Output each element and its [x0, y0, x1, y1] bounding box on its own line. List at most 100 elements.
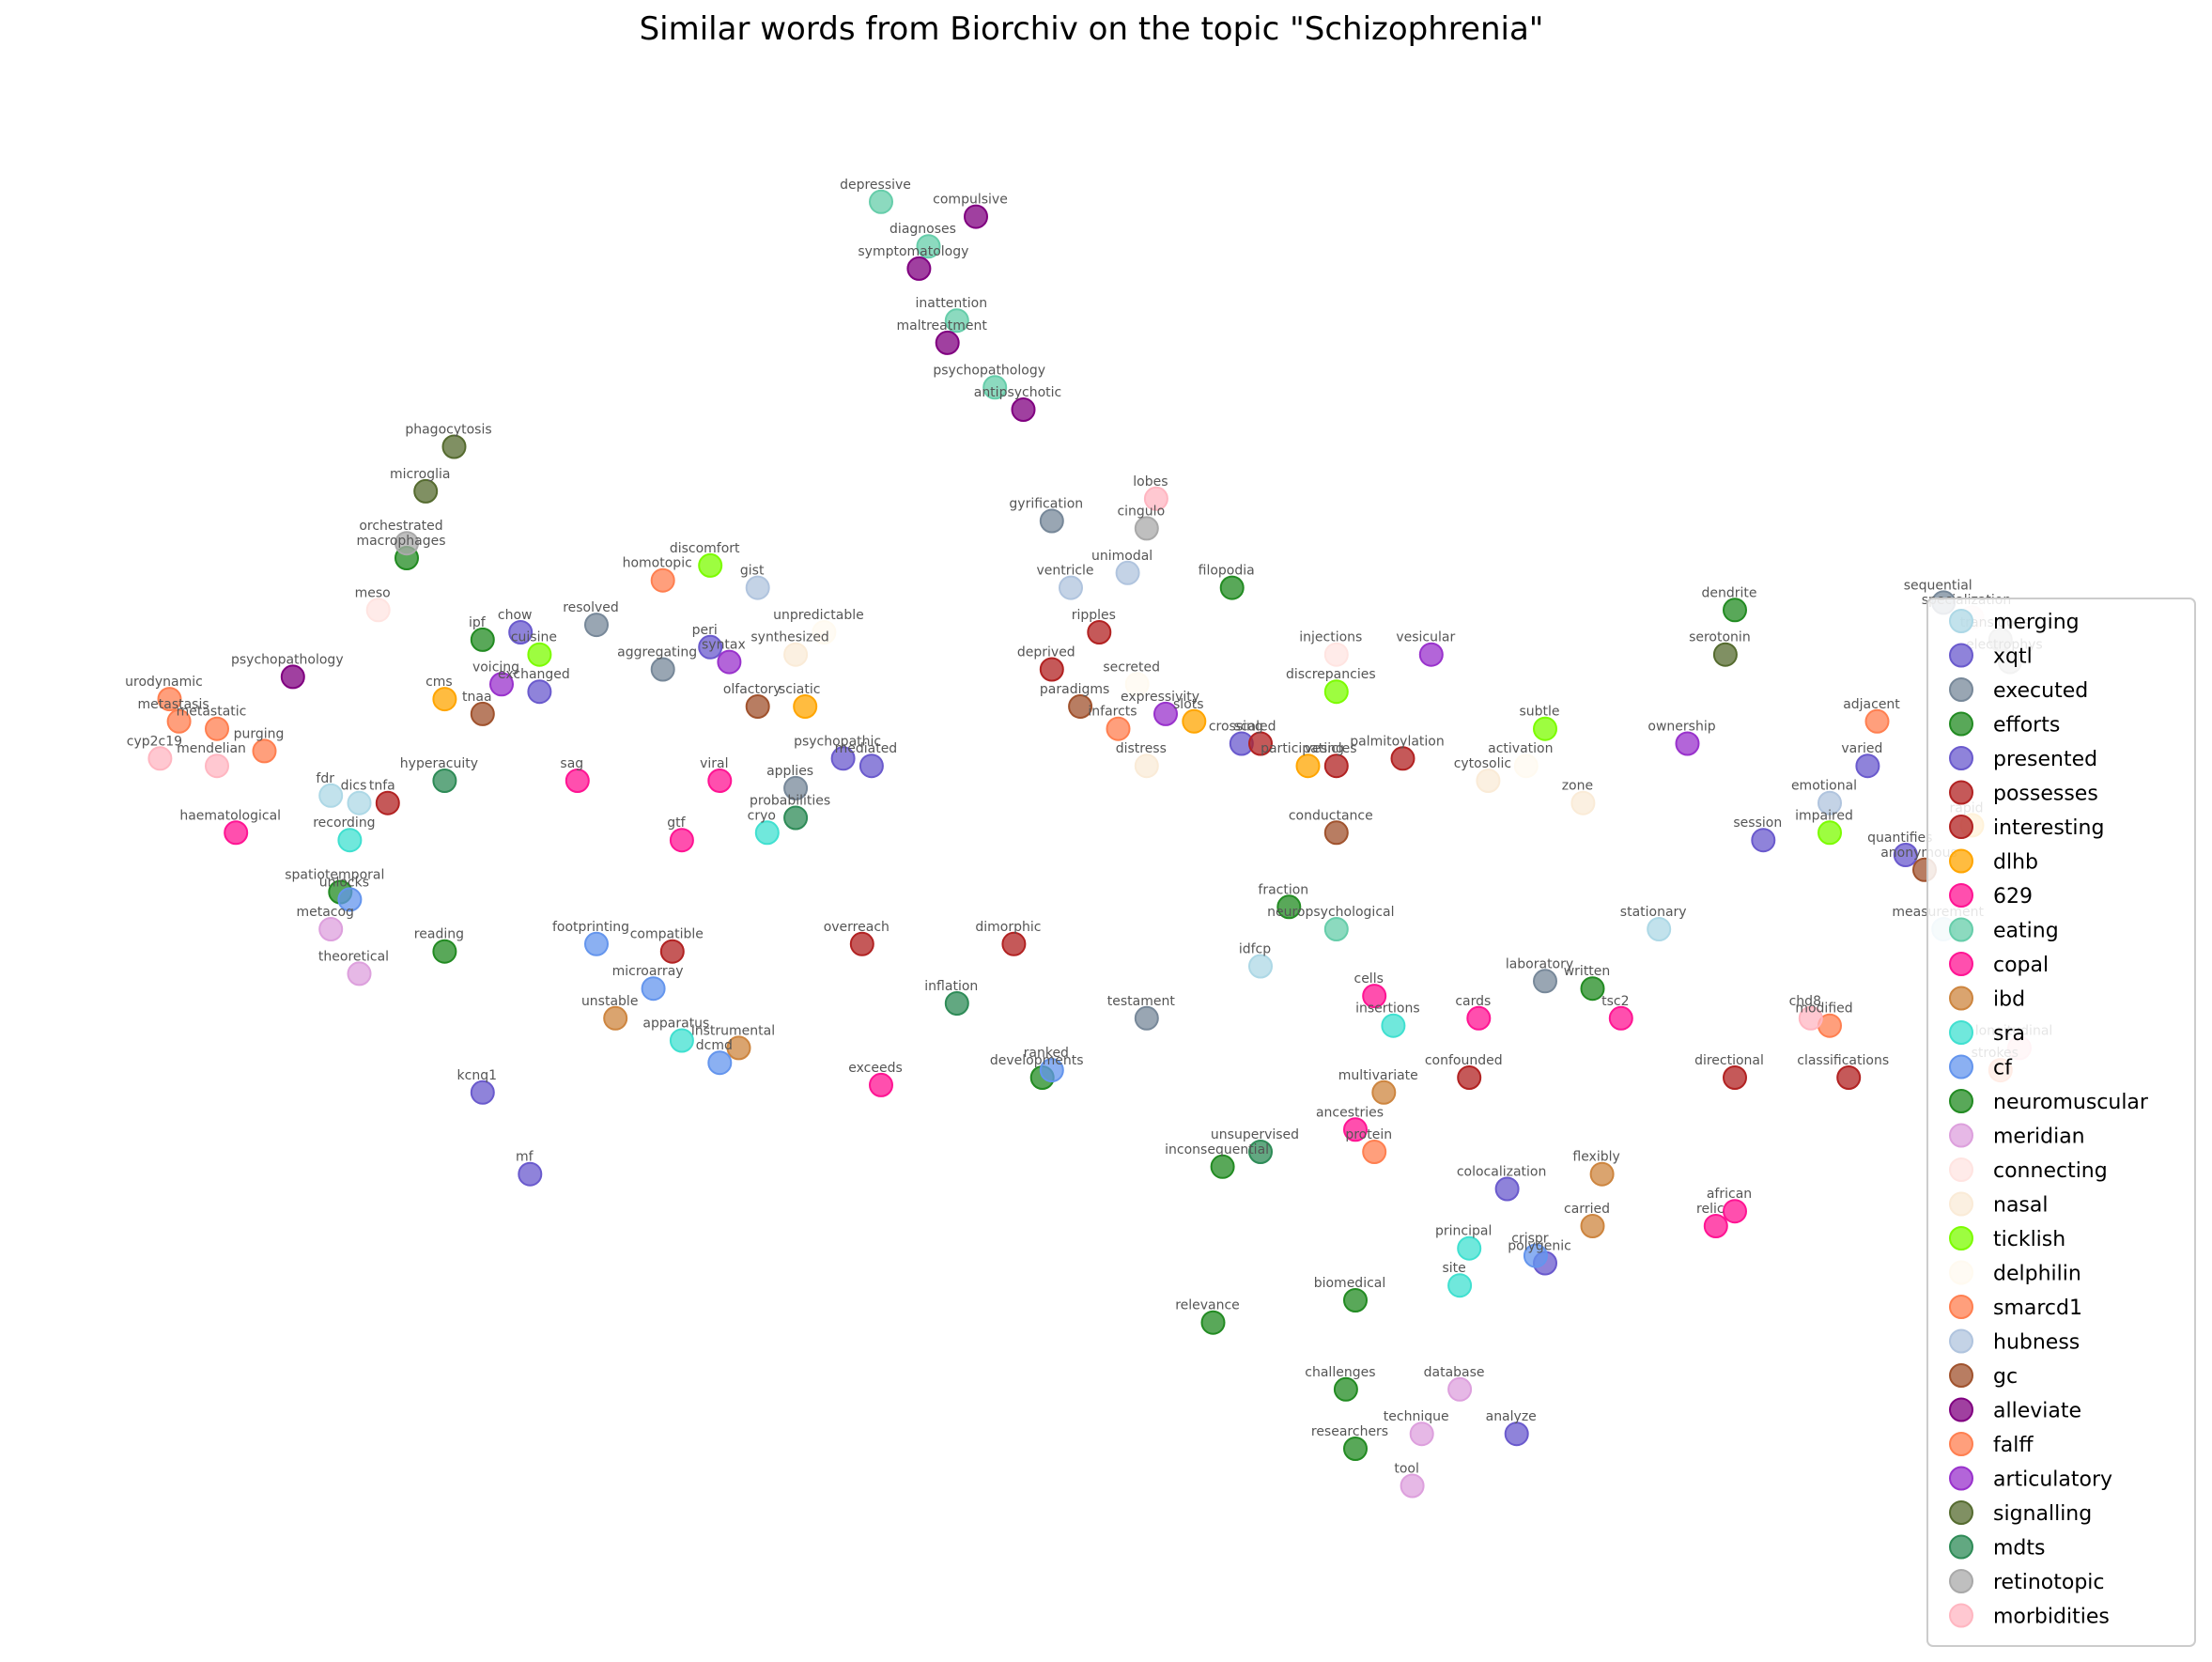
point-label: tnaa [462, 690, 492, 705]
data-point-alleviate [280, 664, 305, 690]
point-label: database [1424, 1365, 1485, 1380]
data-point-interesting [1001, 931, 1027, 956]
point-label: inflation [924, 979, 978, 994]
point-label: resolved [563, 600, 619, 615]
data-point-ticklish [698, 552, 723, 578]
legend-marker-meridian [1949, 1123, 1973, 1148]
legend-label-hubness: hubness [1993, 1331, 2080, 1355]
legend-label-delphilin: delphilin [1993, 1263, 2081, 1286]
point-label: chd8 [1789, 994, 1821, 1009]
legend-marker-629 [1949, 883, 1973, 908]
data-point-sra [1381, 1013, 1406, 1038]
point-label: activation [1488, 741, 1553, 756]
legend-label-ticklish: ticklish [1993, 1228, 2065, 1251]
point-label: metastasis [138, 697, 209, 712]
data-point-executed [1039, 508, 1064, 534]
legend-label-executed: executed [1993, 679, 2088, 703]
data-point-falff [205, 716, 229, 741]
legend-label-smarcd1: smarcd1 [1993, 1297, 2082, 1320]
point-label: relevance [1175, 1298, 1240, 1313]
point-label: confounded [1425, 1053, 1503, 1068]
data-point-cf [584, 931, 609, 956]
point-label: slots [1173, 697, 1204, 712]
data-point-neuromuscular [1343, 1437, 1368, 1461]
data-point-smarcd1 [650, 567, 675, 593]
point-label: paradigms [1040, 682, 1109, 697]
data-point-efforts [1219, 575, 1245, 600]
point-label: palmitoylation [1350, 734, 1445, 749]
data-point-xqtl [859, 753, 884, 779]
data-point-efforts [1210, 1154, 1235, 1179]
data-point-629 [869, 1072, 893, 1097]
chart-title: Similar words from Biorchiv on the topic… [640, 10, 1544, 48]
point-label: adjacent [1843, 697, 1900, 712]
point-label: kcnq1 [457, 1068, 497, 1083]
labels-layer: fdrdicsstationaryidfcpmeasurementchowpsy… [125, 178, 2052, 1477]
legend-marker-retinotopic [1949, 1569, 1973, 1593]
legend-marker-alleviate [1949, 1397, 1973, 1422]
data-point-copal [707, 769, 733, 793]
legend-label-gc: gc [1993, 1365, 2018, 1389]
point-label: carried [1564, 1202, 1610, 1217]
legend-marker-ibd [1949, 986, 1973, 1011]
data-point-alleviate [1011, 397, 1036, 422]
point-label: metastatic [177, 705, 247, 720]
point-label: meso [355, 585, 391, 600]
point-label: stationary [1620, 905, 1687, 920]
data-point-executed [1134, 1005, 1159, 1031]
data-point-executed [584, 613, 609, 638]
point-label: peri [692, 623, 718, 638]
legend-marker-efforts [1949, 711, 1973, 737]
point-label: site [1442, 1261, 1465, 1276]
data-point-nasal [783, 642, 809, 667]
point-label: discrepancies [1286, 667, 1376, 682]
data-point-falff [157, 687, 182, 712]
legend-marker-copal [1949, 952, 1973, 976]
data-point-connecting [365, 598, 391, 623]
point-label: antipsychotic [974, 385, 1062, 400]
point-label: fraction [1258, 882, 1308, 897]
point-label: relic [1696, 1202, 1725, 1217]
point-label: neuropsychological [1267, 905, 1394, 920]
data-point-hubness [1818, 790, 1842, 815]
legend-label-meridian: meridian [1993, 1126, 2085, 1149]
data-point-copal [1703, 1214, 1728, 1238]
data-point-retinotopic [394, 531, 419, 556]
data-point-morbidities [1798, 1005, 1823, 1031]
point-label: cingulo [1117, 504, 1165, 519]
legend-label-cf: cf [1993, 1057, 2013, 1080]
point-label: ripples [1072, 608, 1116, 623]
data-point-nasal [1476, 769, 1501, 793]
point-label: cyp2c19 [127, 734, 182, 749]
point-label: discomfort [670, 541, 740, 556]
data-point-ibd [726, 1035, 751, 1061]
legend-marker-possesses [1949, 780, 1973, 805]
data-point-interesting [1836, 1065, 1862, 1090]
data-point-ibd [1589, 1161, 1615, 1187]
legend-marker-hubness [1949, 1328, 1973, 1354]
point-label: distress [1116, 741, 1167, 756]
data-point-xqtl [1893, 843, 1918, 867]
point-label: dics [341, 779, 367, 794]
data-point-eating [982, 375, 1008, 400]
data-point-629 [1608, 1005, 1633, 1031]
data-point-neuromuscular [1343, 1288, 1368, 1313]
data-point-alleviate [906, 256, 932, 281]
data-point-delphilin [1513, 753, 1539, 779]
point-label: chow [498, 608, 533, 623]
legend-marker-connecting [1949, 1157, 1973, 1182]
data-point-mdts [432, 769, 457, 793]
point-label: impaired [1795, 808, 1853, 823]
point-label: developments [990, 1053, 1084, 1068]
point-label: metacog [296, 905, 353, 920]
data-point-articulatory [1418, 642, 1444, 667]
point-label: haematological [179, 808, 281, 823]
data-point-xqtl [518, 1161, 543, 1187]
point-label: microglia [390, 467, 450, 482]
data-point-articulatory [489, 672, 514, 697]
data-point-presented [470, 1080, 495, 1105]
data-point-xqtl [1504, 1421, 1529, 1447]
data-point-executed [650, 657, 675, 682]
point-label: principal [1435, 1224, 1492, 1239]
data-point-gc [470, 701, 495, 726]
